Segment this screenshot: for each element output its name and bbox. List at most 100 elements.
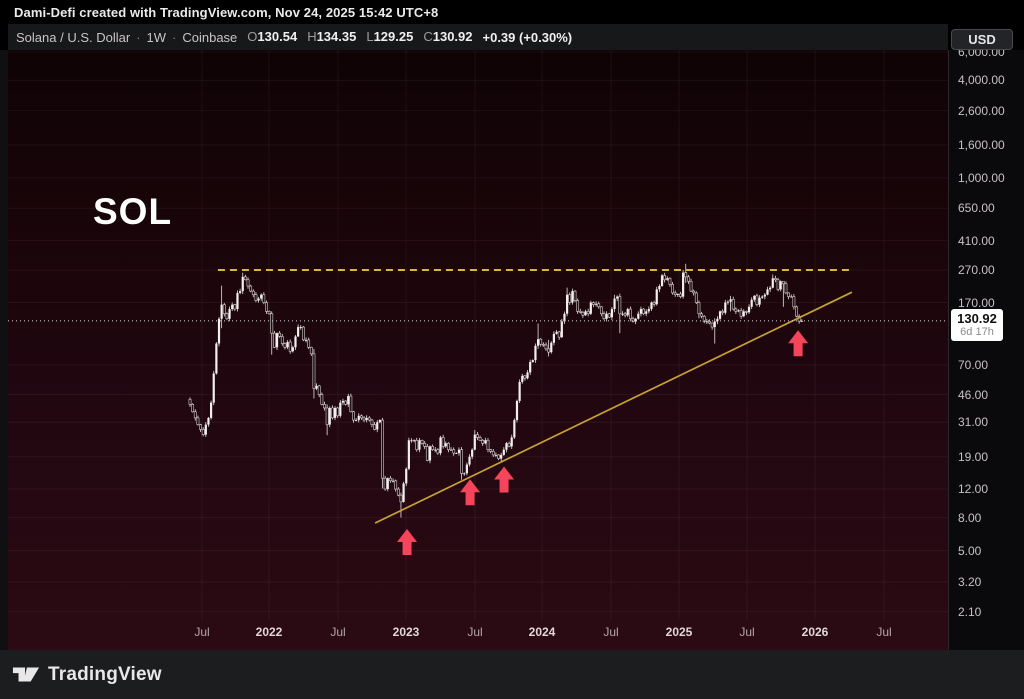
- candle-body: [713, 321, 716, 328]
- candle-body: [317, 385, 321, 395]
- exchange-label: Coinbase: [182, 29, 238, 45]
- up-arrow-marker[interactable]: [494, 466, 515, 493]
- candle-body: [557, 331, 561, 338]
- currency-toggle-button[interactable]: USD: [951, 29, 1013, 50]
- candle-body: [494, 454, 497, 456]
- candle-body: [428, 446, 432, 461]
- candle-body: [320, 394, 324, 405]
- time-axis-label: Jul: [330, 625, 346, 639]
- candle-body: [246, 279, 250, 287]
- candle-body: [618, 296, 622, 315]
- candle-body: [731, 299, 735, 310]
- candle-body: [439, 437, 442, 454]
- up-arrow-marker[interactable]: [460, 479, 481, 506]
- price-tick-label: 19.00: [958, 449, 989, 464]
- candle-body: [444, 443, 447, 447]
- candle-body: [376, 422, 379, 430]
- candle-body: [568, 294, 572, 303]
- candle-body: [766, 289, 769, 295]
- candle-body: [769, 287, 772, 290]
- candle-body: [352, 411, 355, 421]
- candle-body: [676, 293, 679, 295]
- candle-body: [779, 281, 782, 290]
- candle-body: [333, 407, 337, 418]
- up-arrow-marker[interactable]: [397, 528, 418, 555]
- price-tick-label: 1,600.00: [958, 137, 1005, 152]
- candle-body: [502, 449, 505, 455]
- candle-body: [607, 313, 611, 318]
- candle-body: [578, 311, 582, 313]
- candle-body: [217, 318, 221, 344]
- candle-body: [260, 294, 263, 299]
- candle-body: [518, 381, 521, 401]
- price-tick-label: 46.00: [958, 387, 989, 402]
- candle-body: [447, 442, 450, 450]
- candle-body: [275, 333, 279, 348]
- price-tick-label: 1,000.00: [958, 170, 1005, 185]
- candle-body: [254, 294, 258, 301]
- candle-body: [521, 375, 524, 382]
- candle-body: [576, 300, 580, 312]
- candle-body: [647, 309, 650, 312]
- price-tick-label: 31.00: [958, 415, 989, 430]
- candle-body: [323, 404, 326, 409]
- candle-body: [209, 402, 213, 418]
- candle-body: [571, 291, 574, 303]
- price-tick-label: 270.00: [958, 263, 995, 277]
- candle-body: [573, 290, 577, 301]
- candle-body: [761, 296, 764, 298]
- candle-body: [792, 296, 796, 308]
- separator-dot: ·: [172, 29, 177, 45]
- candle-body: [236, 292, 239, 310]
- candle-body: [621, 313, 624, 315]
- candle-body: [476, 434, 479, 438]
- candle-body: [692, 290, 696, 294]
- symbol-title[interactable]: Solana / U.S. Dollar: [16, 29, 131, 45]
- candle-body: [413, 440, 416, 442]
- candle-body: [389, 477, 392, 482]
- candle-body: [460, 449, 464, 474]
- up-arrow-marker[interactable]: [788, 330, 809, 357]
- chart-canvas[interactable]: [8, 50, 948, 620]
- candle-body: [405, 468, 408, 484]
- tradingview-logo-icon: [12, 667, 40, 682]
- candle-body: [645, 311, 648, 314]
- ohlc-low-letter: L: [366, 29, 374, 44]
- candle-body: [325, 407, 329, 425]
- candle-body: [650, 302, 653, 310]
- candle-body: [547, 348, 551, 353]
- price-tick-label: 2.10: [958, 604, 982, 619]
- ohlc-high: H134.35: [307, 28, 356, 46]
- ohlc-open-letter: O: [247, 29, 258, 44]
- interval-label[interactable]: 1W: [146, 29, 167, 45]
- candle-body: [534, 345, 537, 361]
- current-price-value: 130.92: [957, 311, 997, 327]
- price-axis[interactable]: 6,000.00 4,000.00 2,600.00 1,600.00 1,000.00…: [948, 50, 1024, 650]
- candle-body: [207, 417, 210, 425]
- candle-body: [360, 415, 363, 419]
- candle-body: [410, 440, 413, 442]
- candle-body: [272, 332, 276, 348]
- candle-body: [344, 400, 347, 405]
- candle-body: [204, 424, 207, 435]
- candle-body: [436, 449, 440, 454]
- candle-body: [407, 440, 410, 469]
- candle-body: [481, 439, 485, 444]
- candle-body: [301, 326, 305, 341]
- candle-body: [367, 417, 371, 421]
- candle-body: [336, 407, 340, 417]
- candle-body: [233, 304, 237, 310]
- h-gridlines: [8, 51, 948, 613]
- chart-pane[interactable]: SOL Jul 2022 Jul 2023 Jul 2024 Jul 2025 Jul 2026 J…: [8, 50, 948, 650]
- chart-legend[interactable]: Solana / U.S. Dollar · 1W · Coinbase O13…: [8, 24, 948, 50]
- candle-body: [489, 449, 493, 452]
- candle-body: [312, 353, 316, 389]
- candle-body: [347, 396, 350, 405]
- price-tick-label: 4,000.00: [958, 73, 1005, 88]
- candle-body: [315, 385, 318, 389]
- candle-body: [634, 318, 637, 322]
- tradingview-logo-text: TradingView: [48, 663, 162, 685]
- ohlc-close-letter: C: [423, 29, 433, 44]
- tradingview-logo[interactable]: TradingView: [12, 664, 162, 686]
- ascending-trendline[interactable]: [374, 291, 853, 524]
